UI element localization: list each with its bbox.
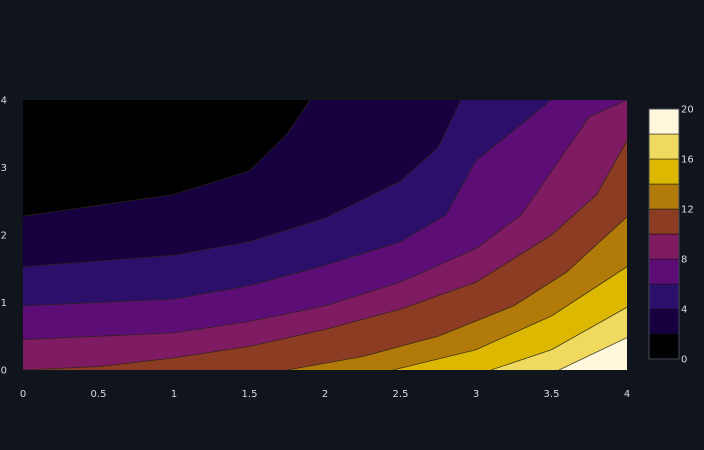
y-axis: 0 1 2 3 4 bbox=[1, 96, 7, 377]
contour-line-18 bbox=[558, 337, 627, 370]
x-tick-label: 1.5 bbox=[242, 389, 258, 400]
x-tick-label: 4 bbox=[624, 389, 630, 400]
y-tick-label: 1 bbox=[1, 298, 7, 309]
x-axis: 0 0.5 1 1.5 2 2.5 3 3.5 4 bbox=[20, 389, 630, 400]
contour-line-10 bbox=[23, 140, 627, 370]
colorbar-band bbox=[648, 333, 680, 360]
contour-line-2 bbox=[23, 100, 311, 217]
contour-line-8 bbox=[23, 100, 627, 341]
x-tick-label: 3 bbox=[473, 389, 479, 400]
contour-lines bbox=[23, 100, 627, 370]
contour-line-4 bbox=[23, 100, 462, 268]
x-tick-label: 1 bbox=[171, 389, 177, 400]
colorbar-band bbox=[648, 133, 680, 160]
plot-area bbox=[23, 100, 627, 370]
colorbar-band bbox=[648, 258, 680, 285]
colorbar-band bbox=[648, 108, 680, 135]
y-tick-label: 3 bbox=[1, 163, 7, 174]
contour-bands bbox=[23, 100, 627, 370]
colorbar-band bbox=[648, 308, 680, 335]
colorbar-band bbox=[648, 208, 680, 235]
colorbar-band bbox=[648, 233, 680, 260]
colorbar-tick-label: 8 bbox=[681, 255, 687, 266]
colorbar-tick-label: 16 bbox=[681, 155, 694, 166]
x-tick-label: 0.5 bbox=[91, 389, 107, 400]
contour-line-14 bbox=[392, 266, 627, 370]
colorbar-tick-label: 4 bbox=[681, 305, 687, 316]
y-tick-label: 0 bbox=[1, 366, 7, 377]
colorbar-frame bbox=[648, 108, 680, 360]
colorbar-band bbox=[648, 158, 680, 185]
colorbar: 0 4 8 12 16 20 bbox=[648, 105, 694, 366]
colorbar-band bbox=[648, 283, 680, 310]
contour-line-6 bbox=[23, 100, 552, 307]
y-tick-label: 2 bbox=[1, 231, 7, 242]
y-tick-label: 4 bbox=[1, 96, 7, 107]
colorbar-tick-label: 12 bbox=[681, 205, 694, 216]
x-tick-label: 0 bbox=[20, 389, 26, 400]
colorbar-band bbox=[648, 183, 680, 210]
x-tick-label: 2 bbox=[322, 389, 328, 400]
contour-band-10 bbox=[23, 140, 627, 370]
contour-line-12 bbox=[287, 216, 627, 370]
contour-line-16 bbox=[490, 306, 627, 370]
colorbar-tick-label: 20 bbox=[681, 105, 694, 116]
colorbar-tick-label: 0 bbox=[681, 355, 687, 366]
x-tick-label: 2.5 bbox=[393, 389, 409, 400]
x-tick-label: 3.5 bbox=[544, 389, 560, 400]
